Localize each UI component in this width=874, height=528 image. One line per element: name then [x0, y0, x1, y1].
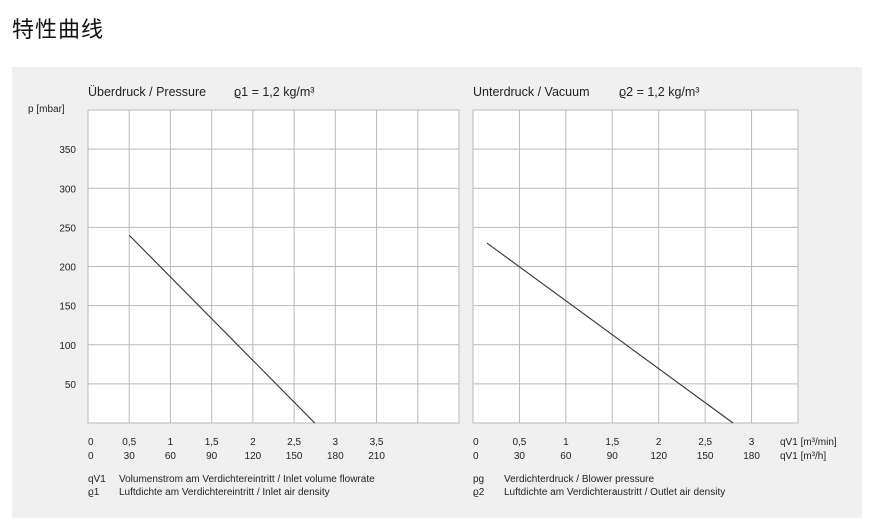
pressure-x-tick-h-label: 120	[245, 451, 262, 462]
pressure-x-tick-h-label: 30	[124, 451, 136, 462]
vacuum-x-tick-min-label: 2,5	[698, 437, 712, 448]
pressure-x-tick-min-label: 1	[168, 437, 174, 448]
legend-qv1-text: Volumenstrom am Verdichtereintritt / Inl…	[119, 474, 375, 485]
x-unit-h-label: qV1 [m³/h]	[780, 451, 826, 462]
legend-pg-symbol: pg	[473, 474, 484, 485]
pressure-x-tick-min-label: 2	[250, 437, 256, 448]
y-tick-label: 50	[65, 380, 77, 391]
page-title: 特性曲线	[12, 18, 105, 43]
vacuum-x-tick-h-label: 90	[607, 451, 619, 462]
vacuum-x-tick-min-label: 1,5	[605, 437, 619, 448]
pressure-x-tick-h-label: 0	[88, 451, 94, 462]
y-tick-label: 350	[59, 145, 76, 156]
vacuum-x-tick-min-label: 2	[656, 437, 662, 448]
vacuum-density-label: ϱ2 = 1,2 kg/m³	[619, 85, 699, 99]
pressure-x-tick-h-label: 150	[286, 451, 303, 462]
legend-rho1-symbol: ϱ1	[88, 487, 100, 498]
y-tick-label: 100	[59, 341, 76, 352]
characteristic-curves-panel: Überdruck / Pressure ϱ1 = 1,2 kg/m³ p [m…	[12, 67, 862, 518]
pressure-x-tick-h-label: 180	[327, 451, 344, 462]
pressure-chart-title: Überdruck / Pressure	[88, 85, 206, 99]
pressure-x-tick-min-label: 0,5	[122, 437, 136, 448]
pressure-x-tick-h-label: 210	[368, 451, 385, 462]
pressure-density-label: ϱ1 = 1,2 kg/m³	[234, 85, 314, 99]
vacuum-x-tick-min-label: 3	[749, 437, 755, 448]
pressure-x-tick-h-label: 90	[206, 451, 218, 462]
vacuum-x-tick-h-label: 150	[697, 451, 714, 462]
vacuum-chart-title: Unterdruck / Vacuum	[473, 85, 589, 99]
vacuum-x-tick-min-label: 1	[563, 437, 569, 448]
vacuum-x-tick-h-label: 60	[560, 451, 572, 462]
pressure-x-tick-min-label: 3	[333, 437, 339, 448]
vacuum-x-tick-h-label: 120	[650, 451, 667, 462]
x-unit-min-label: qV1 [m³/min]	[780, 437, 837, 448]
vacuum-x-tick-min-label: 0	[473, 437, 479, 448]
vacuum-x-tick-min-label: 0,5	[512, 437, 526, 448]
pressure-x-tick-min-label: 1,5	[205, 437, 219, 448]
legend-qv1-symbol: qV1	[88, 474, 106, 485]
legend-pg-text: Verdichterdruck / Blower pressure	[504, 474, 655, 485]
vacuum-x-tick-h-label: 180	[743, 451, 760, 462]
y-tick-label: 200	[59, 263, 76, 274]
vacuum-curve	[486, 242, 734, 424]
legend-rho2-text: Luftdichte am Verdichteraustritt / Outle…	[504, 487, 725, 498]
legend-rho1-text: Luftdichte am Verdichtereintritt / Inlet…	[119, 487, 330, 498]
pressure-x-tick-h-label: 60	[165, 451, 177, 462]
pressure-y-axis-label: p [mbar]	[28, 104, 65, 115]
characteristic-curves-chart: Überdruck / Pressure ϱ1 = 1,2 kg/m³ p [m…	[28, 85, 837, 498]
pressure-x-tick-min-label: 3,5	[370, 437, 384, 448]
legend-rho2-symbol: ϱ2	[473, 487, 485, 498]
vacuum-x-tick-h-label: 0	[473, 451, 479, 462]
vacuum-x-tick-h-label: 30	[514, 451, 526, 462]
pressure-curve	[128, 234, 316, 424]
pressure-x-tick-min-label: 2,5	[287, 437, 301, 448]
y-tick-label: 300	[59, 184, 76, 195]
y-tick-label: 250	[59, 223, 76, 234]
pressure-x-tick-min-label: 0	[88, 437, 94, 448]
y-tick-label: 150	[59, 302, 76, 313]
